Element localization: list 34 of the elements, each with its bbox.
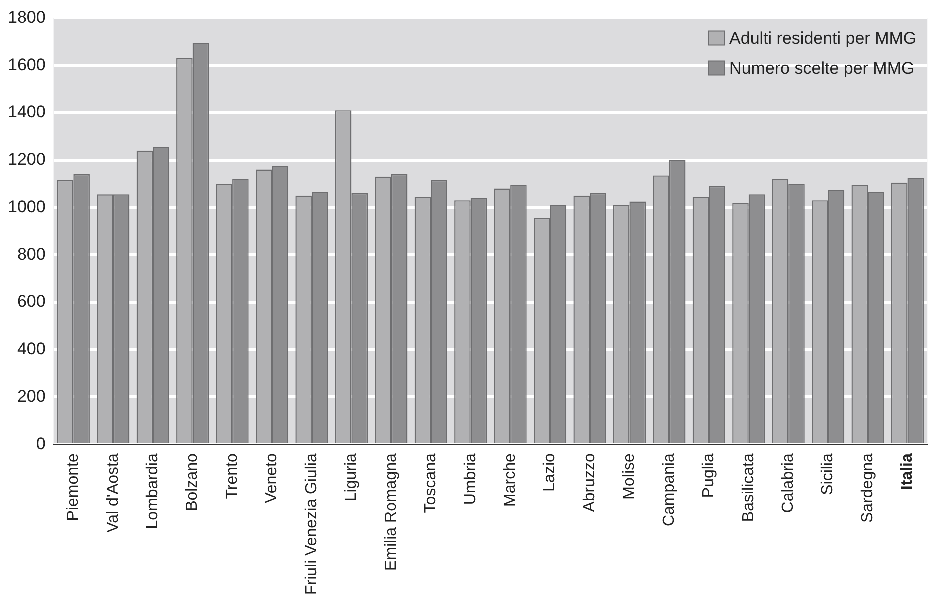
x-tick-label: Molise — [621, 454, 638, 500]
x-tick-label: Puglia — [700, 454, 718, 498]
y-tick-label: 1000 — [8, 197, 46, 216]
y-tick-label: 1400 — [8, 102, 46, 122]
x-tick-label: Friuli Venezia Giulia — [303, 454, 320, 596]
y-tick-label: 600 — [17, 292, 46, 312]
legend-label: Numero scelte per MMG — [730, 58, 915, 78]
x-tick-label: Calabria — [780, 454, 798, 514]
x-tick-label: Marche — [502, 454, 519, 507]
x-tick-label: Basilicata — [740, 454, 758, 522]
y-tick-label: 1600 — [8, 55, 46, 74]
x-tick-label: Bolzano — [184, 454, 202, 512]
x-tick-label: Sicilia — [820, 454, 837, 496]
x-tick-label: Sardegna — [859, 454, 876, 523]
x-tick-label: Toscana — [422, 454, 440, 514]
y-tick-label: 800 — [17, 244, 46, 264]
x-tick-label: Lombardia — [144, 454, 162, 530]
x-tick-label: Lazio — [542, 454, 559, 492]
x-tick-label: Emilia Romagna — [382, 454, 400, 571]
x-tick-label: Val d'Aosta — [104, 454, 122, 533]
x-tick-label: Liguria — [343, 454, 360, 502]
x-tick-label: Italia — [899, 454, 916, 490]
x-tick-label: Abruzzo — [581, 454, 598, 512]
x-tick-label: Veneto — [264, 454, 281, 504]
x-tick-label: Piemonte — [65, 454, 82, 522]
y-tick-label: 1200 — [8, 150, 46, 170]
x-tick-label: Trento — [224, 454, 241, 500]
y-tick-label: 0 — [36, 434, 46, 454]
y-tick-label: 200 — [17, 386, 46, 406]
y-tick-label: 400 — [17, 340, 46, 359]
x-tick-label: Campania — [660, 454, 678, 527]
y-tick-label: 1800 — [8, 8, 46, 27]
x-tick-label: Umbria — [462, 454, 480, 506]
legend-label: Adulti residenti per MMG — [730, 28, 917, 48]
